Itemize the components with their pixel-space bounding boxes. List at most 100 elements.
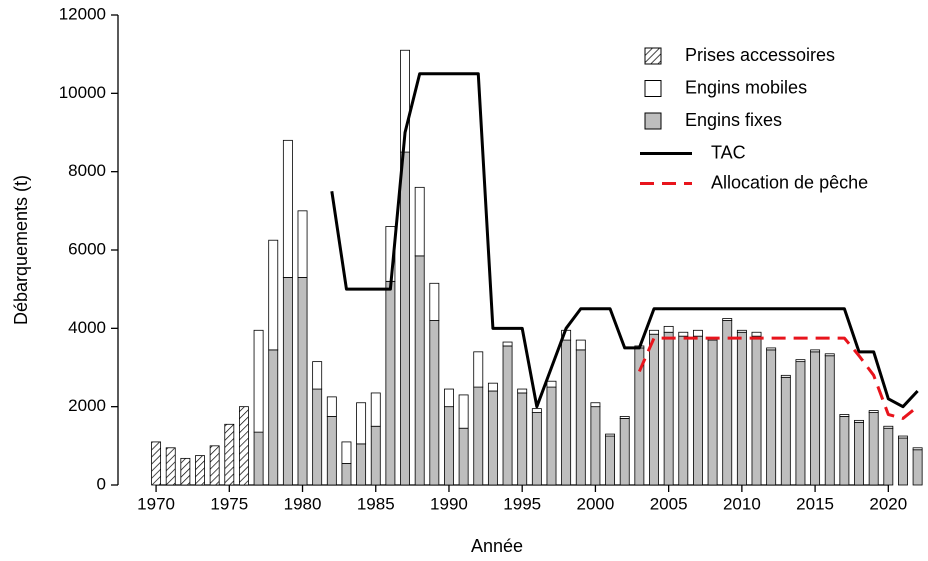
bar — [575, 349, 586, 486]
x-axis-title: Année — [471, 536, 523, 556]
bar — [795, 361, 806, 486]
bar — [766, 349, 777, 486]
bar — [854, 421, 864, 486]
bar — [458, 427, 469, 486]
bar — [400, 151, 410, 486]
bar — [883, 425, 894, 429]
bar — [795, 359, 806, 363]
bar — [678, 335, 689, 486]
y-axis-title: Débarquements (t) — [11, 175, 31, 325]
y-tick-label: 8000 — [68, 161, 106, 180]
y-tick-label: 4000 — [68, 318, 106, 337]
bar — [590, 406, 601, 486]
legend-swatch — [644, 47, 662, 65]
bar — [356, 443, 367, 486]
bar — [561, 339, 572, 486]
bar — [854, 419, 864, 423]
bar — [531, 408, 542, 413]
bar — [678, 331, 689, 337]
bar — [429, 320, 440, 486]
bar — [663, 325, 674, 333]
y-tick-label: 0 — [97, 474, 106, 493]
bar — [414, 255, 425, 486]
bar — [458, 394, 469, 429]
bar — [810, 349, 821, 353]
bar — [722, 320, 733, 486]
x-tick-label: 2010 — [723, 494, 761, 513]
bar — [575, 339, 586, 351]
bar — [898, 435, 908, 439]
x-tick-label: 1985 — [357, 494, 395, 513]
bar — [517, 388, 528, 394]
line-series — [637, 336, 919, 420]
legend-swatch — [644, 80, 662, 97]
bar — [722, 318, 733, 321]
bar — [780, 374, 791, 378]
bar — [370, 392, 381, 427]
bar — [165, 447, 176, 486]
bar — [414, 186, 425, 257]
bar — [429, 282, 440, 321]
bar — [883, 427, 894, 486]
bar — [736, 329, 747, 333]
bar — [444, 388, 454, 408]
bar — [239, 406, 249, 486]
x-tick-label: 1970 — [137, 494, 175, 513]
bar — [751, 335, 762, 486]
bar — [268, 239, 279, 351]
bar — [663, 331, 674, 486]
x-tick-label: 1990 — [430, 494, 468, 513]
bar — [766, 347, 777, 351]
x-tick-label: 1995 — [503, 494, 541, 513]
bar — [912, 447, 923, 451]
legend-label: Engins fixes — [685, 110, 782, 130]
bar — [868, 412, 879, 486]
y-tick-label: 6000 — [68, 239, 106, 258]
bar — [605, 433, 616, 437]
legend-label: Prises accessoires — [685, 45, 835, 65]
bar — [385, 280, 396, 486]
bar — [736, 331, 747, 486]
bar — [619, 418, 630, 486]
bar — [912, 449, 923, 486]
bar — [180, 457, 191, 486]
bar — [780, 376, 791, 486]
legend-swatch — [644, 112, 662, 130]
bar — [824, 353, 835, 357]
bar — [282, 277, 293, 486]
bar — [400, 49, 410, 153]
bar — [341, 463, 352, 486]
x-tick-label: 1975 — [210, 494, 248, 513]
bar — [356, 402, 367, 445]
bar — [195, 455, 205, 486]
bar — [649, 329, 659, 335]
bar — [370, 425, 381, 486]
bar — [517, 392, 528, 486]
bar — [839, 416, 850, 486]
bar — [268, 349, 279, 486]
x-tick-label: 2020 — [869, 494, 907, 513]
x-tick-label: 1980 — [284, 494, 322, 513]
legend-label: Engins mobiles — [685, 77, 807, 97]
bar — [590, 402, 601, 408]
bar — [312, 388, 323, 486]
bar — [473, 351, 484, 388]
bar — [619, 416, 630, 419]
bar — [502, 341, 513, 347]
bar — [151, 441, 162, 486]
bar — [253, 431, 264, 486]
y-tick-label: 2000 — [68, 396, 106, 415]
bar — [282, 139, 293, 278]
x-tick-label: 2015 — [796, 494, 834, 513]
bar — [253, 329, 264, 433]
bar — [898, 437, 908, 486]
bar — [605, 435, 616, 486]
bar — [224, 423, 235, 486]
bar — [546, 380, 557, 388]
bar — [839, 414, 850, 417]
bar — [692, 335, 703, 486]
x-tick-label: 2005 — [650, 494, 688, 513]
legend-label: TAC — [711, 142, 746, 162]
bar — [297, 210, 308, 278]
